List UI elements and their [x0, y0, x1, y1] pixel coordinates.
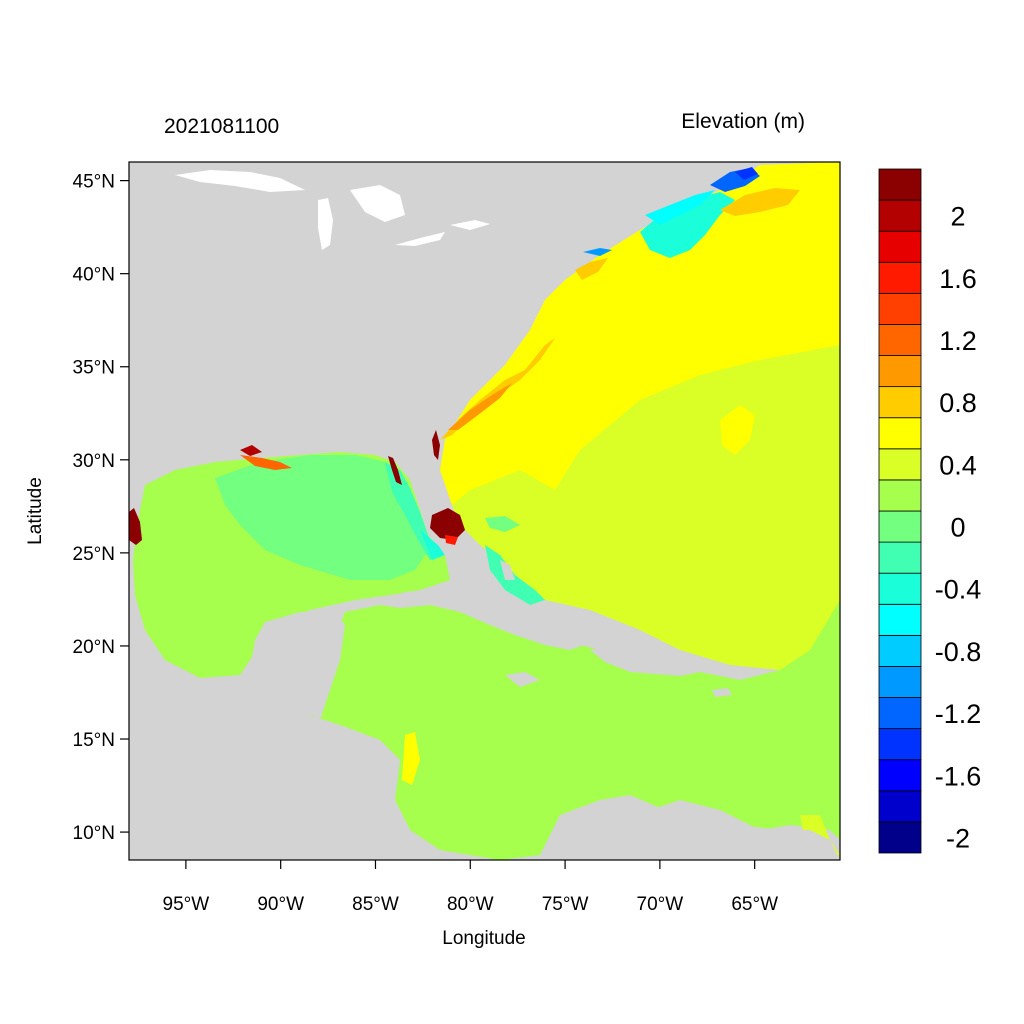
colorbar-box [878, 572, 922, 605]
bahamas-bank-north [485, 516, 520, 532]
colorbar-box [878, 230, 922, 263]
y-tick-label: 45°N [73, 172, 115, 193]
louisiana-surge-deep [240, 445, 262, 456]
y-tick-label: 35°N [73, 358, 115, 379]
x-tick-label: 75°W [542, 894, 589, 915]
y-axis: 45°N 40°N 35°N 30°N 25°N 20°N 15°N 10°N [73, 172, 129, 844]
louisiana-surge [240, 455, 292, 470]
x-tick-label: 80°W [447, 894, 494, 915]
colorbar-box [878, 603, 922, 636]
colorbar-label: -2 [946, 823, 970, 853]
y-tick-label: 15°N [73, 730, 115, 751]
colorbar-box [878, 417, 922, 450]
lake-huron [350, 185, 405, 222]
colorbar-box [878, 292, 922, 325]
colorbar-box [878, 261, 922, 294]
central-america-land [129, 710, 470, 860]
plot-frame [128, 161, 841, 861]
colorbar-box [878, 510, 922, 543]
lake-michigan [318, 198, 333, 250]
georgia-coast-red [432, 430, 440, 460]
texas-coast-red [129, 508, 142, 545]
cuba-land [380, 590, 590, 650]
lake-ontario [450, 220, 490, 230]
x-tick-label: 90°W [257, 894, 304, 915]
colorbar-box [878, 541, 922, 574]
colorbar-label: 0.4 [939, 450, 977, 480]
colorbar-box [878, 759, 922, 792]
y-tick-label: 25°N [73, 544, 115, 565]
colorbar-box [878, 324, 922, 356]
hispaniola-land [590, 645, 700, 676]
variable-label: Elevation (m) [681, 110, 805, 133]
colorbar-box [878, 448, 922, 481]
jamaica-land [505, 672, 540, 687]
x-axis: 95°W 90°W 85°W 80°W 75°W 70°W 65°W [163, 860, 778, 915]
colorbar-box [878, 386, 922, 419]
colorbar-label: -0.4 [935, 575, 982, 605]
colorbar-box [878, 355, 922, 388]
florida-west-coast-red [388, 456, 402, 485]
atlantic-yellow-region [440, 162, 840, 505]
y-tick-label: 30°N [73, 451, 115, 472]
gulf-of-maine-cyan [640, 192, 735, 258]
map-plot-area [129, 162, 840, 860]
carolina-orange-deep [448, 383, 512, 430]
x-axis-title: Longitude [442, 928, 525, 949]
nicaragua-coast-yellow [402, 732, 420, 785]
x-tick-label: 95°W [163, 894, 210, 915]
new-jersey-orange [575, 258, 608, 280]
puerto-rico-land [712, 688, 732, 697]
colorbar-box [878, 634, 922, 667]
colorbar-box [878, 697, 922, 730]
colorbar-label: -1.2 [935, 699, 982, 729]
bay-of-fundy-deep [735, 167, 758, 180]
y-tick-label: 10°N [73, 823, 115, 844]
colorbar-label: 0.8 [939, 388, 977, 418]
florida-keys-red [445, 535, 458, 545]
florida-tip-cyan [420, 530, 445, 560]
colorbar-box [878, 790, 922, 823]
colorbar-box [878, 728, 922, 761]
gulf-center-anomaly [215, 455, 430, 580]
south-america-land [540, 795, 840, 860]
colorbar-box [878, 199, 922, 232]
lake-erie [395, 232, 445, 246]
x-tick-label: 70°W [637, 894, 684, 915]
x-tick-label: 85°W [352, 894, 399, 915]
colorbar-box [878, 479, 922, 512]
bermuda-anomaly [720, 405, 755, 455]
colorbar-box [878, 821, 922, 854]
gulf-of-maine-deep [645, 190, 715, 225]
y-tick-label: 40°N [73, 265, 115, 286]
andros-island [500, 560, 515, 580]
colorbar-box [878, 666, 922, 698]
caribbean-sea [310, 600, 840, 860]
yucatan-land [250, 612, 345, 720]
south-florida-surge [430, 508, 465, 540]
nova-scotia-orange [720, 188, 800, 216]
colorbar-label: 1.2 [939, 326, 977, 356]
colorbar-box [878, 168, 922, 201]
colorbar-label: -0.8 [935, 637, 982, 667]
colorbar-label: -1.6 [935, 761, 982, 791]
long-island-sound-blue [583, 248, 612, 256]
colorbar: 2 1.6 1.2 0.8 0.4 0 -0.4 -0.8 -1.2 -1.6 -2 [878, 168, 982, 854]
y-axis-title: Latitude [25, 477, 46, 545]
colorbar-label: 0 [950, 513, 965, 543]
y-tick-label: 20°N [73, 637, 115, 658]
x-tick-label: 65°W [731, 894, 778, 915]
colorbar-label: 2 [950, 202, 965, 232]
date-label: 2021081100 [164, 115, 279, 138]
lake-superior [175, 170, 305, 192]
colorbar-label: 1.6 [939, 264, 977, 294]
